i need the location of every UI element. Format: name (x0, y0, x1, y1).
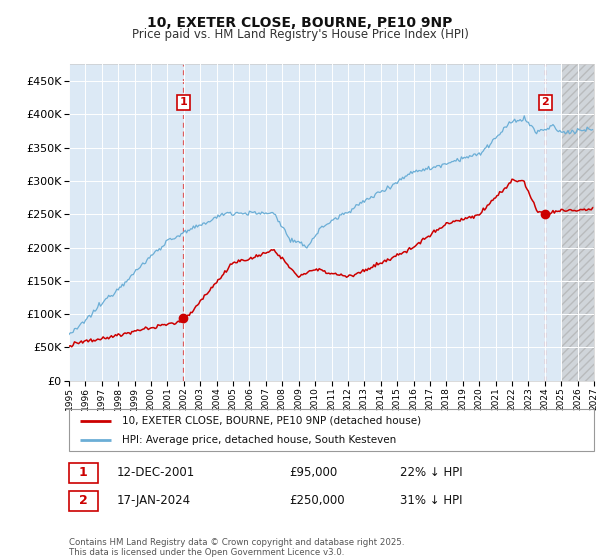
Text: 31% ↓ HPI: 31% ↓ HPI (400, 494, 462, 507)
Text: £95,000: £95,000 (290, 466, 338, 479)
Text: 10, EXETER CLOSE, BOURNE, PE10 9NP (detached house): 10, EXETER CLOSE, BOURNE, PE10 9NP (deta… (121, 416, 421, 426)
Text: 12-DEC-2001: 12-DEC-2001 (116, 466, 194, 479)
Text: 1: 1 (179, 97, 187, 108)
Text: 10, EXETER CLOSE, BOURNE, PE10 9NP: 10, EXETER CLOSE, BOURNE, PE10 9NP (148, 16, 452, 30)
Bar (69, 463, 98, 483)
Text: 2: 2 (79, 494, 88, 507)
Bar (69, 491, 98, 511)
Bar (561, 64, 594, 381)
Text: 1: 1 (79, 466, 88, 479)
Text: 17-JAN-2024: 17-JAN-2024 (116, 494, 190, 507)
Text: HPI: Average price, detached house, South Kesteven: HPI: Average price, detached house, Sout… (121, 435, 396, 445)
Text: Price paid vs. HM Land Registry's House Price Index (HPI): Price paid vs. HM Land Registry's House … (131, 28, 469, 41)
Text: £250,000: £250,000 (290, 494, 345, 507)
Text: 22% ↓ HPI: 22% ↓ HPI (400, 466, 463, 479)
Text: 2: 2 (542, 97, 550, 108)
Text: Contains HM Land Registry data © Crown copyright and database right 2025.
This d: Contains HM Land Registry data © Crown c… (69, 538, 404, 557)
